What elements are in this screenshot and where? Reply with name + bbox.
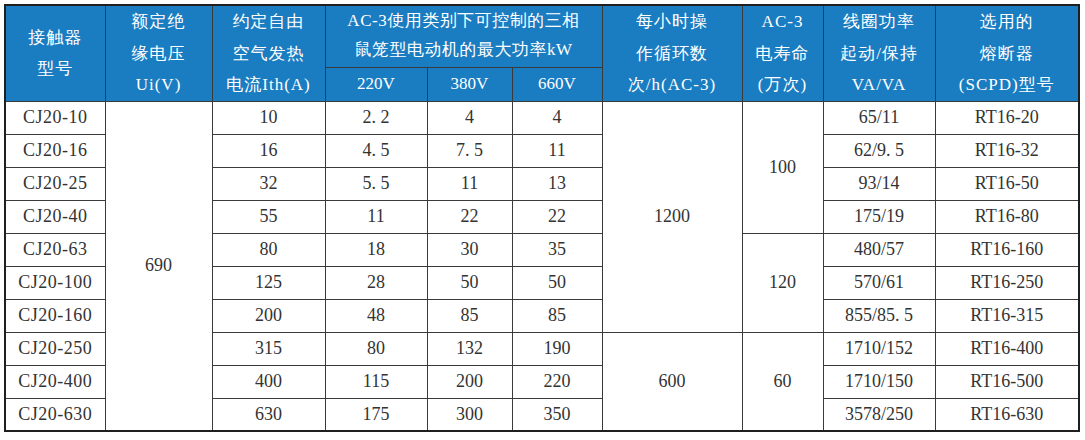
cell-coil: 175/19 [823, 200, 935, 233]
cell-fuse: RT16-500 [935, 365, 1079, 398]
cell-ith: 200 [212, 299, 325, 332]
cell-kw220: 18 [325, 233, 427, 266]
cell-kw220: 5. 5 [325, 167, 427, 200]
cell-kw380: 11 [427, 167, 512, 200]
cell-fuse: RT16-32 [935, 134, 1079, 167]
cell-model: CJ20-100 [5, 266, 105, 299]
cell-kw380: 85 [427, 299, 512, 332]
cell-ith: 16 [212, 134, 325, 167]
cell-fuse: RT16-80 [935, 200, 1079, 233]
header-660v: 660V [512, 67, 602, 101]
cell-kw660: 35 [512, 233, 602, 266]
cell-kw380: 4 [427, 101, 512, 134]
cell-kw380: 22 [427, 200, 512, 233]
cell-coil: 855/85. 5 [823, 299, 935, 332]
cell-kw220: 28 [325, 266, 427, 299]
cell-ith: 125 [212, 266, 325, 299]
cell-coil: 570/61 [823, 266, 935, 299]
cell-kw380: 30 [427, 233, 512, 266]
cell-kw660: 50 [512, 266, 602, 299]
cell-insulation-voltage: 690 [105, 101, 212, 431]
header-thermal-current: 约定自由 空气发热 电流Ith(A) [212, 5, 325, 101]
cell-kw660: 85 [512, 299, 602, 332]
cell-model: CJ20-16 [5, 134, 105, 167]
cell-life: 100 [742, 101, 823, 233]
header-coil-power: 线圈功率 起动/保持 VA/VA [823, 5, 935, 101]
cell-kw380: 7. 5 [427, 134, 512, 167]
cell-kw220: 4. 5 [325, 134, 427, 167]
cell-fuse: RT16-160 [935, 233, 1079, 266]
cell-kw380: 200 [427, 365, 512, 398]
cell-kw660: 22 [512, 200, 602, 233]
cell-ith: 32 [212, 167, 325, 200]
cell-kw220: 2. 2 [325, 101, 427, 134]
cell-ith: 400 [212, 365, 325, 398]
cell-kw220: 11 [325, 200, 427, 233]
cell-coil: 93/14 [823, 167, 935, 200]
cell-life: 60 [742, 332, 823, 431]
cell-model: CJ20-63 [5, 233, 105, 266]
contactor-spec-table: 接触器 型号 额定绝 缘电压 Ui(V) 约定自由 空气发热 电流Ith(A) … [4, 4, 1080, 432]
cell-kw220: 48 [325, 299, 427, 332]
header-max-power-group: AC-3使用类别下可控制的三相 鼠笼型电动机的最大功率kW [325, 5, 602, 67]
cell-kw220: 175 [325, 398, 427, 431]
header-model: 接触器 型号 [5, 5, 105, 101]
cell-fuse: RT16-250 [935, 266, 1079, 299]
cell-model: CJ20-250 [5, 332, 105, 365]
table-row: CJ20-10 690 10 2. 2 4 4 1200 100 65/11 R… [5, 101, 1079, 134]
cell-kw660: 350 [512, 398, 602, 431]
cell-fuse: RT16-50 [935, 167, 1079, 200]
table-header: 接触器 型号 额定绝 缘电压 Ui(V) 约定自由 空气发热 电流Ith(A) … [5, 5, 1079, 101]
cell-kw220: 80 [325, 332, 427, 365]
cell-kw380: 132 [427, 332, 512, 365]
cell-coil: 1710/152 [823, 332, 935, 365]
cell-model: CJ20-10 [5, 101, 105, 134]
cell-ith: 630 [212, 398, 325, 431]
cell-kw660: 13 [512, 167, 602, 200]
cell-cycles: 1200 [602, 101, 742, 332]
table-body: CJ20-10 690 10 2. 2 4 4 1200 100 65/11 R… [5, 101, 1079, 431]
cell-ith: 80 [212, 233, 325, 266]
cell-kw660: 4 [512, 101, 602, 134]
cell-kw660: 220 [512, 365, 602, 398]
cell-kw380: 50 [427, 266, 512, 299]
header-electrical-life: AC-3 电寿命 (万次) [742, 5, 823, 101]
header-220v: 220V [325, 67, 427, 101]
header-380v: 380V [427, 67, 512, 101]
cell-life: 120 [742, 233, 823, 332]
header-fuse: 选用的 熔断器 (SCPD)型号 [935, 5, 1079, 101]
cell-model: CJ20-40 [5, 200, 105, 233]
cell-kw220: 115 [325, 365, 427, 398]
cell-model: CJ20-630 [5, 398, 105, 431]
cell-fuse: RT16-20 [935, 101, 1079, 134]
cell-fuse: RT16-315 [935, 299, 1079, 332]
cell-ith: 55 [212, 200, 325, 233]
cell-coil: 1710/150 [823, 365, 935, 398]
header-insulation-voltage: 额定绝 缘电压 Ui(V) [105, 5, 212, 101]
header-cycles-per-hour: 每小时操 作循环数 次/h(AC-3) [602, 5, 742, 101]
cell-coil: 65/11 [823, 101, 935, 134]
cell-ith: 10 [212, 101, 325, 134]
cell-fuse: RT16-630 [935, 398, 1079, 431]
cell-coil: 3578/250 [823, 398, 935, 431]
cell-coil: 62/9. 5 [823, 134, 935, 167]
cell-model: CJ20-160 [5, 299, 105, 332]
cell-coil: 480/57 [823, 233, 935, 266]
cell-model: CJ20-400 [5, 365, 105, 398]
cell-ith: 315 [212, 332, 325, 365]
cell-kw660: 190 [512, 332, 602, 365]
cell-cycles: 600 [602, 332, 742, 431]
cell-model: CJ20-25 [5, 167, 105, 200]
cell-fuse: RT16-400 [935, 332, 1079, 365]
cell-kw380: 300 [427, 398, 512, 431]
cell-kw660: 11 [512, 134, 602, 167]
